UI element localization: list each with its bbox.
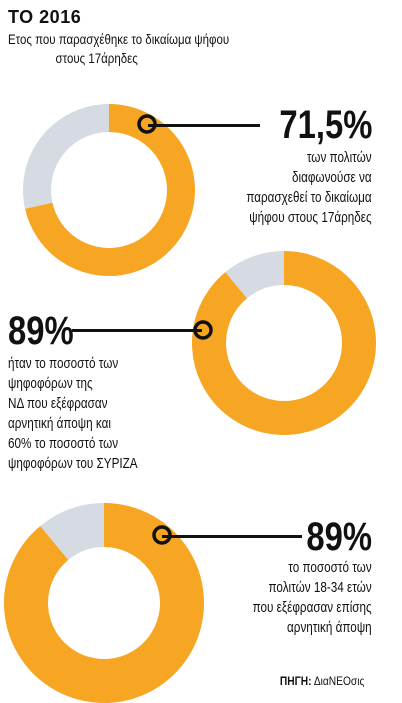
subtitle-line-2: στους 17άρηδες bbox=[55, 50, 138, 66]
description-2: ήταν το ποσοστό των ψηφοφόρων της ΝΔ που… bbox=[8, 354, 138, 474]
desc-2-line-3: ΝΔ που εξέφρασαν bbox=[8, 395, 108, 412]
donut-chart-3 bbox=[4, 503, 204, 703]
desc-2-line-2: ψηφοφόρων της bbox=[8, 375, 93, 392]
source-label: ΠΗΓΗ: bbox=[279, 674, 312, 688]
desc-1-line-1: των πολιτών bbox=[307, 149, 372, 166]
description-3: το ποσοστό των πολιτών 18-34 ετών που εξ… bbox=[253, 558, 372, 638]
chart-title: ΤΟ 2016 bbox=[8, 7, 82, 27]
leader-line-3 bbox=[162, 535, 302, 538]
source-note: ΠΗΓΗ: ΔιαΝΕΟσις bbox=[280, 673, 364, 689]
subtitle-line-1: Ετος που παρασχέθηκε το δικαίωμα ψήφου bbox=[8, 31, 230, 47]
desc-1-line-4: ψήφου στους 17άρηδες bbox=[249, 209, 372, 226]
desc-3-line-2: πολιτών 18-34 ετών bbox=[268, 579, 372, 596]
source-value: ΔιαΝΕΟσις bbox=[313, 674, 364, 688]
chart-subtitle: Ετος που παρασχέθηκε το δικαίωμα ψήφου σ… bbox=[8, 30, 238, 68]
desc-3-line-1: το ποσοστό των bbox=[288, 559, 372, 576]
desc-3-line-4: αρνητική άποψη bbox=[287, 619, 372, 636]
description-1: των πολιτών διαφωνούσε να παρασχεθεί το … bbox=[247, 148, 372, 228]
donut-3-slice-rest bbox=[40, 503, 105, 561]
desc-3-line-3: που εξέφρασαν επίσης bbox=[252, 599, 372, 616]
desc-1-line-3: παρασχεθεί το δικαίωμα bbox=[246, 189, 372, 206]
desc-1-line-2: διαφωνούσε να bbox=[292, 169, 372, 186]
desc-2-line-4: αρνητική άποψη και bbox=[8, 415, 111, 432]
value-label-1: 71,5% bbox=[278, 103, 372, 147]
leader-line-1 bbox=[148, 124, 260, 127]
donut-3-slice-main bbox=[4, 503, 204, 703]
desc-2-line-1: ήταν το ποσοστό των bbox=[8, 355, 119, 372]
donut-1-slice-rest bbox=[23, 104, 110, 209]
donut-chart-2 bbox=[192, 251, 376, 435]
value-label-3: 89% bbox=[306, 515, 372, 559]
donut-2-slice-main bbox=[192, 251, 376, 435]
donut-1-slice-main bbox=[25, 104, 195, 276]
desc-2-line-6: ψηφοφόρων του ΣΥΡΙΖΑ bbox=[8, 455, 138, 472]
desc-2-line-5: 60% το ποσοστό των bbox=[8, 435, 119, 452]
donut-chart-1 bbox=[23, 104, 195, 276]
value-label-2: 89% bbox=[8, 309, 74, 353]
leader-line-2 bbox=[72, 329, 202, 332]
donut-2-slice-rest bbox=[225, 251, 285, 299]
